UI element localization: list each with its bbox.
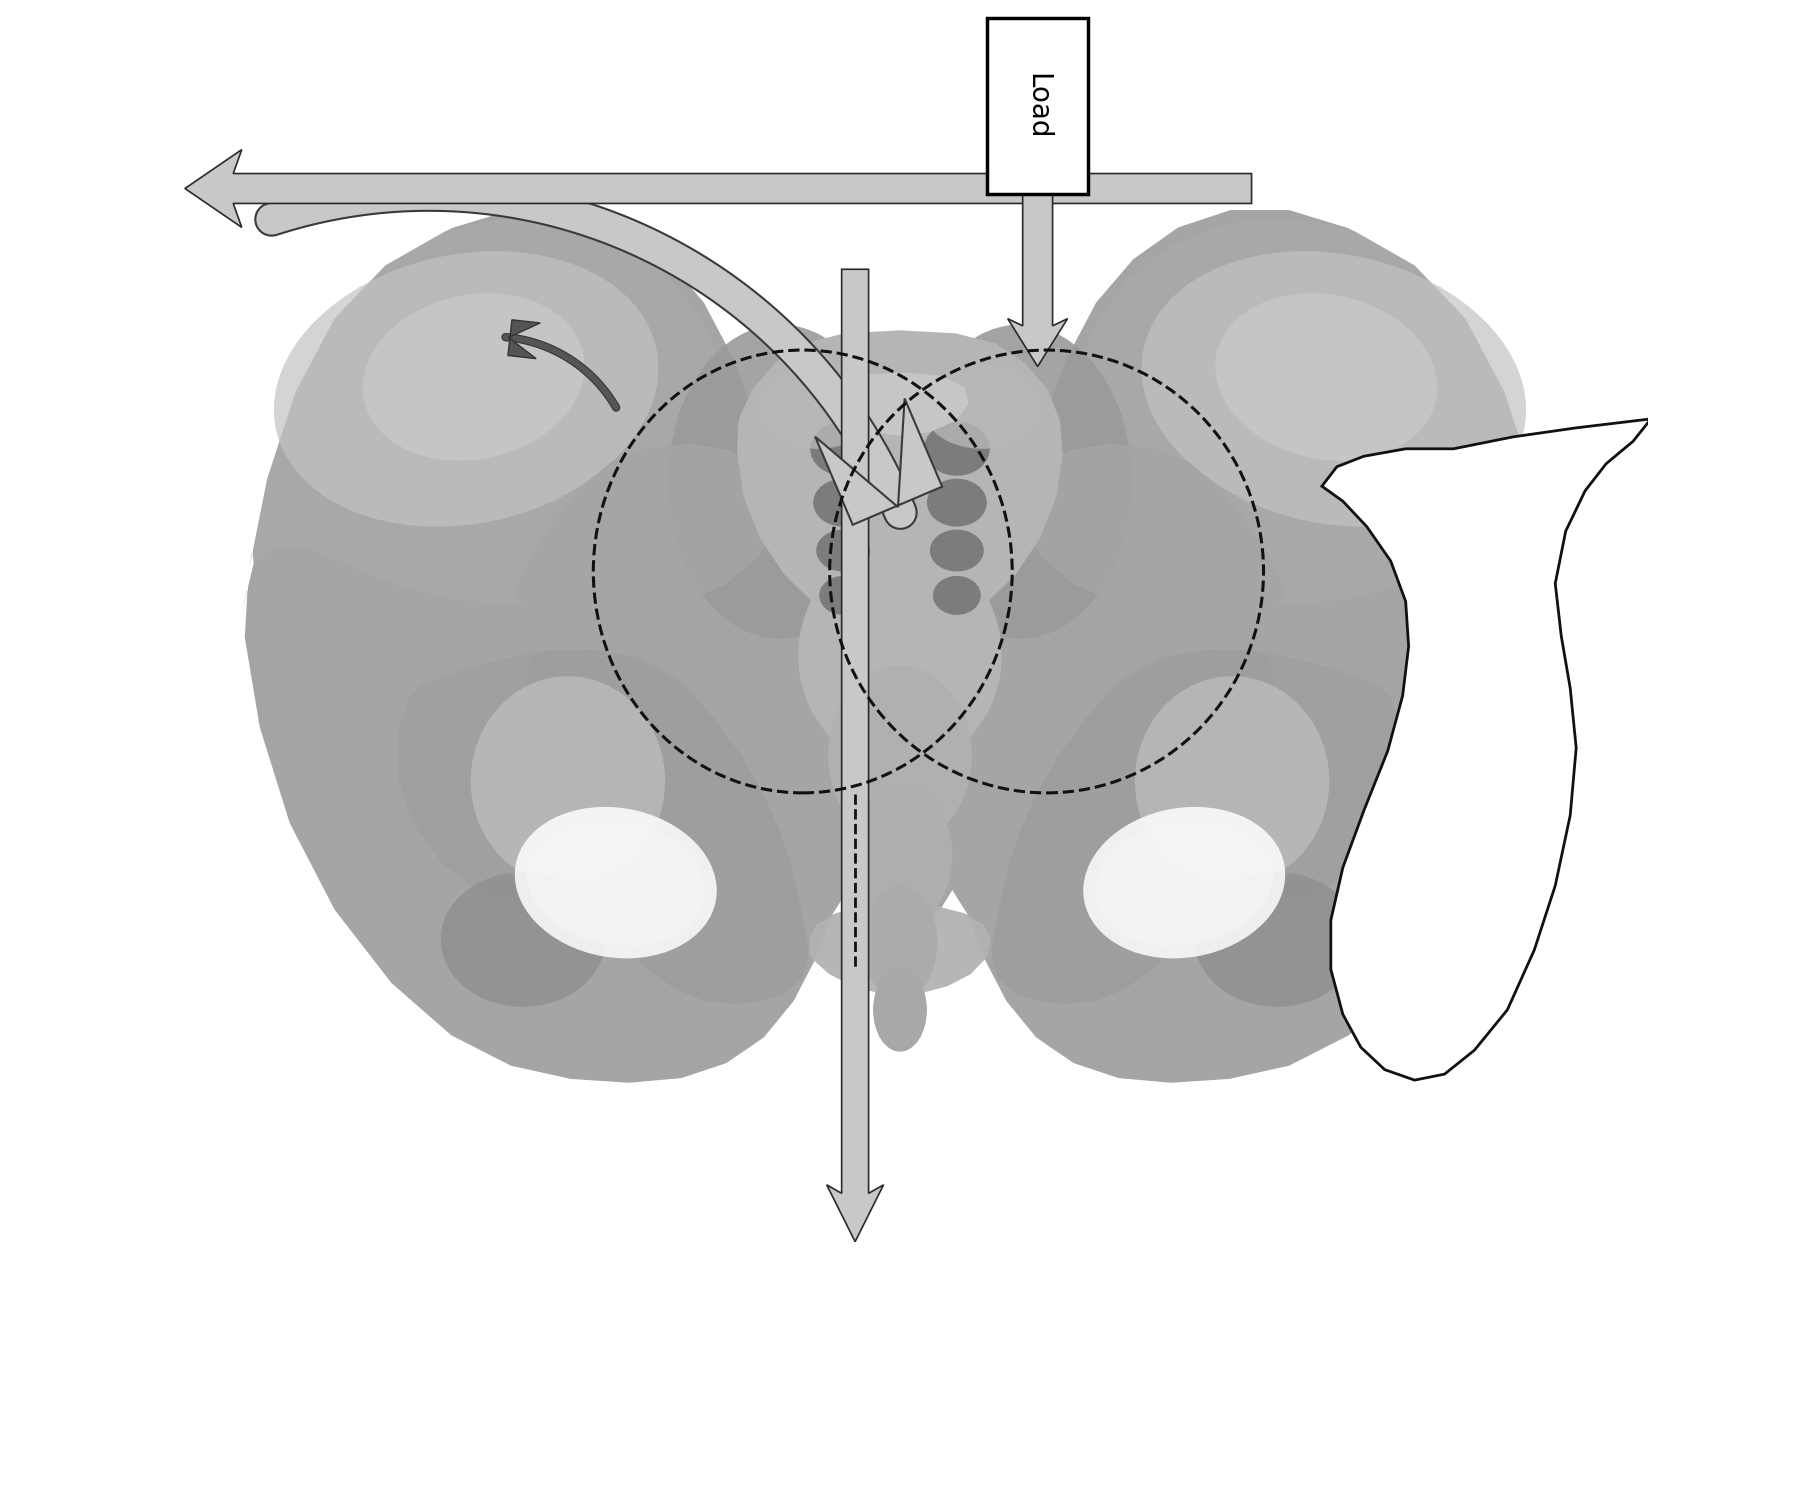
Ellipse shape	[527, 818, 706, 947]
Ellipse shape	[862, 886, 938, 999]
Ellipse shape	[922, 365, 1042, 449]
Ellipse shape	[1094, 818, 1273, 947]
Ellipse shape	[907, 325, 1132, 639]
Ellipse shape	[815, 530, 869, 571]
Ellipse shape	[932, 576, 981, 615]
PathPatch shape	[808, 904, 992, 995]
Bar	[986, 18, 1089, 194]
FancyArrow shape	[815, 398, 941, 525]
FancyArrow shape	[185, 150, 1251, 227]
PathPatch shape	[241, 209, 1550, 1083]
PathPatch shape	[1321, 419, 1651, 1080]
PathPatch shape	[738, 331, 1062, 634]
Text: Load: Load	[1024, 73, 1051, 139]
Ellipse shape	[873, 968, 927, 1052]
Ellipse shape	[1195, 872, 1359, 1007]
Ellipse shape	[848, 784, 952, 928]
PathPatch shape	[992, 649, 1280, 1004]
Ellipse shape	[828, 666, 972, 845]
Ellipse shape	[1134, 676, 1330, 886]
Ellipse shape	[810, 422, 877, 476]
Ellipse shape	[1141, 251, 1526, 527]
Ellipse shape	[668, 325, 893, 639]
PathPatch shape	[1071, 649, 1402, 913]
PathPatch shape	[520, 649, 808, 1004]
Ellipse shape	[470, 676, 666, 886]
PathPatch shape	[830, 373, 968, 435]
Ellipse shape	[758, 365, 878, 449]
Ellipse shape	[1084, 806, 1285, 959]
Ellipse shape	[931, 530, 985, 571]
Ellipse shape	[814, 479, 873, 527]
PathPatch shape	[248, 217, 740, 604]
Ellipse shape	[362, 293, 585, 461]
Ellipse shape	[515, 806, 716, 959]
Ellipse shape	[923, 422, 990, 476]
Ellipse shape	[927, 479, 986, 527]
FancyArrow shape	[508, 320, 540, 359]
PathPatch shape	[398, 649, 729, 913]
FancyArrow shape	[1008, 194, 1067, 367]
Ellipse shape	[1215, 293, 1438, 461]
Ellipse shape	[797, 543, 1003, 767]
PathPatch shape	[511, 444, 778, 612]
PathPatch shape	[1022, 444, 1289, 612]
PathPatch shape	[1060, 217, 1552, 604]
Ellipse shape	[274, 251, 659, 527]
FancyArrow shape	[826, 269, 884, 1242]
Ellipse shape	[819, 576, 868, 615]
Ellipse shape	[441, 872, 605, 1007]
